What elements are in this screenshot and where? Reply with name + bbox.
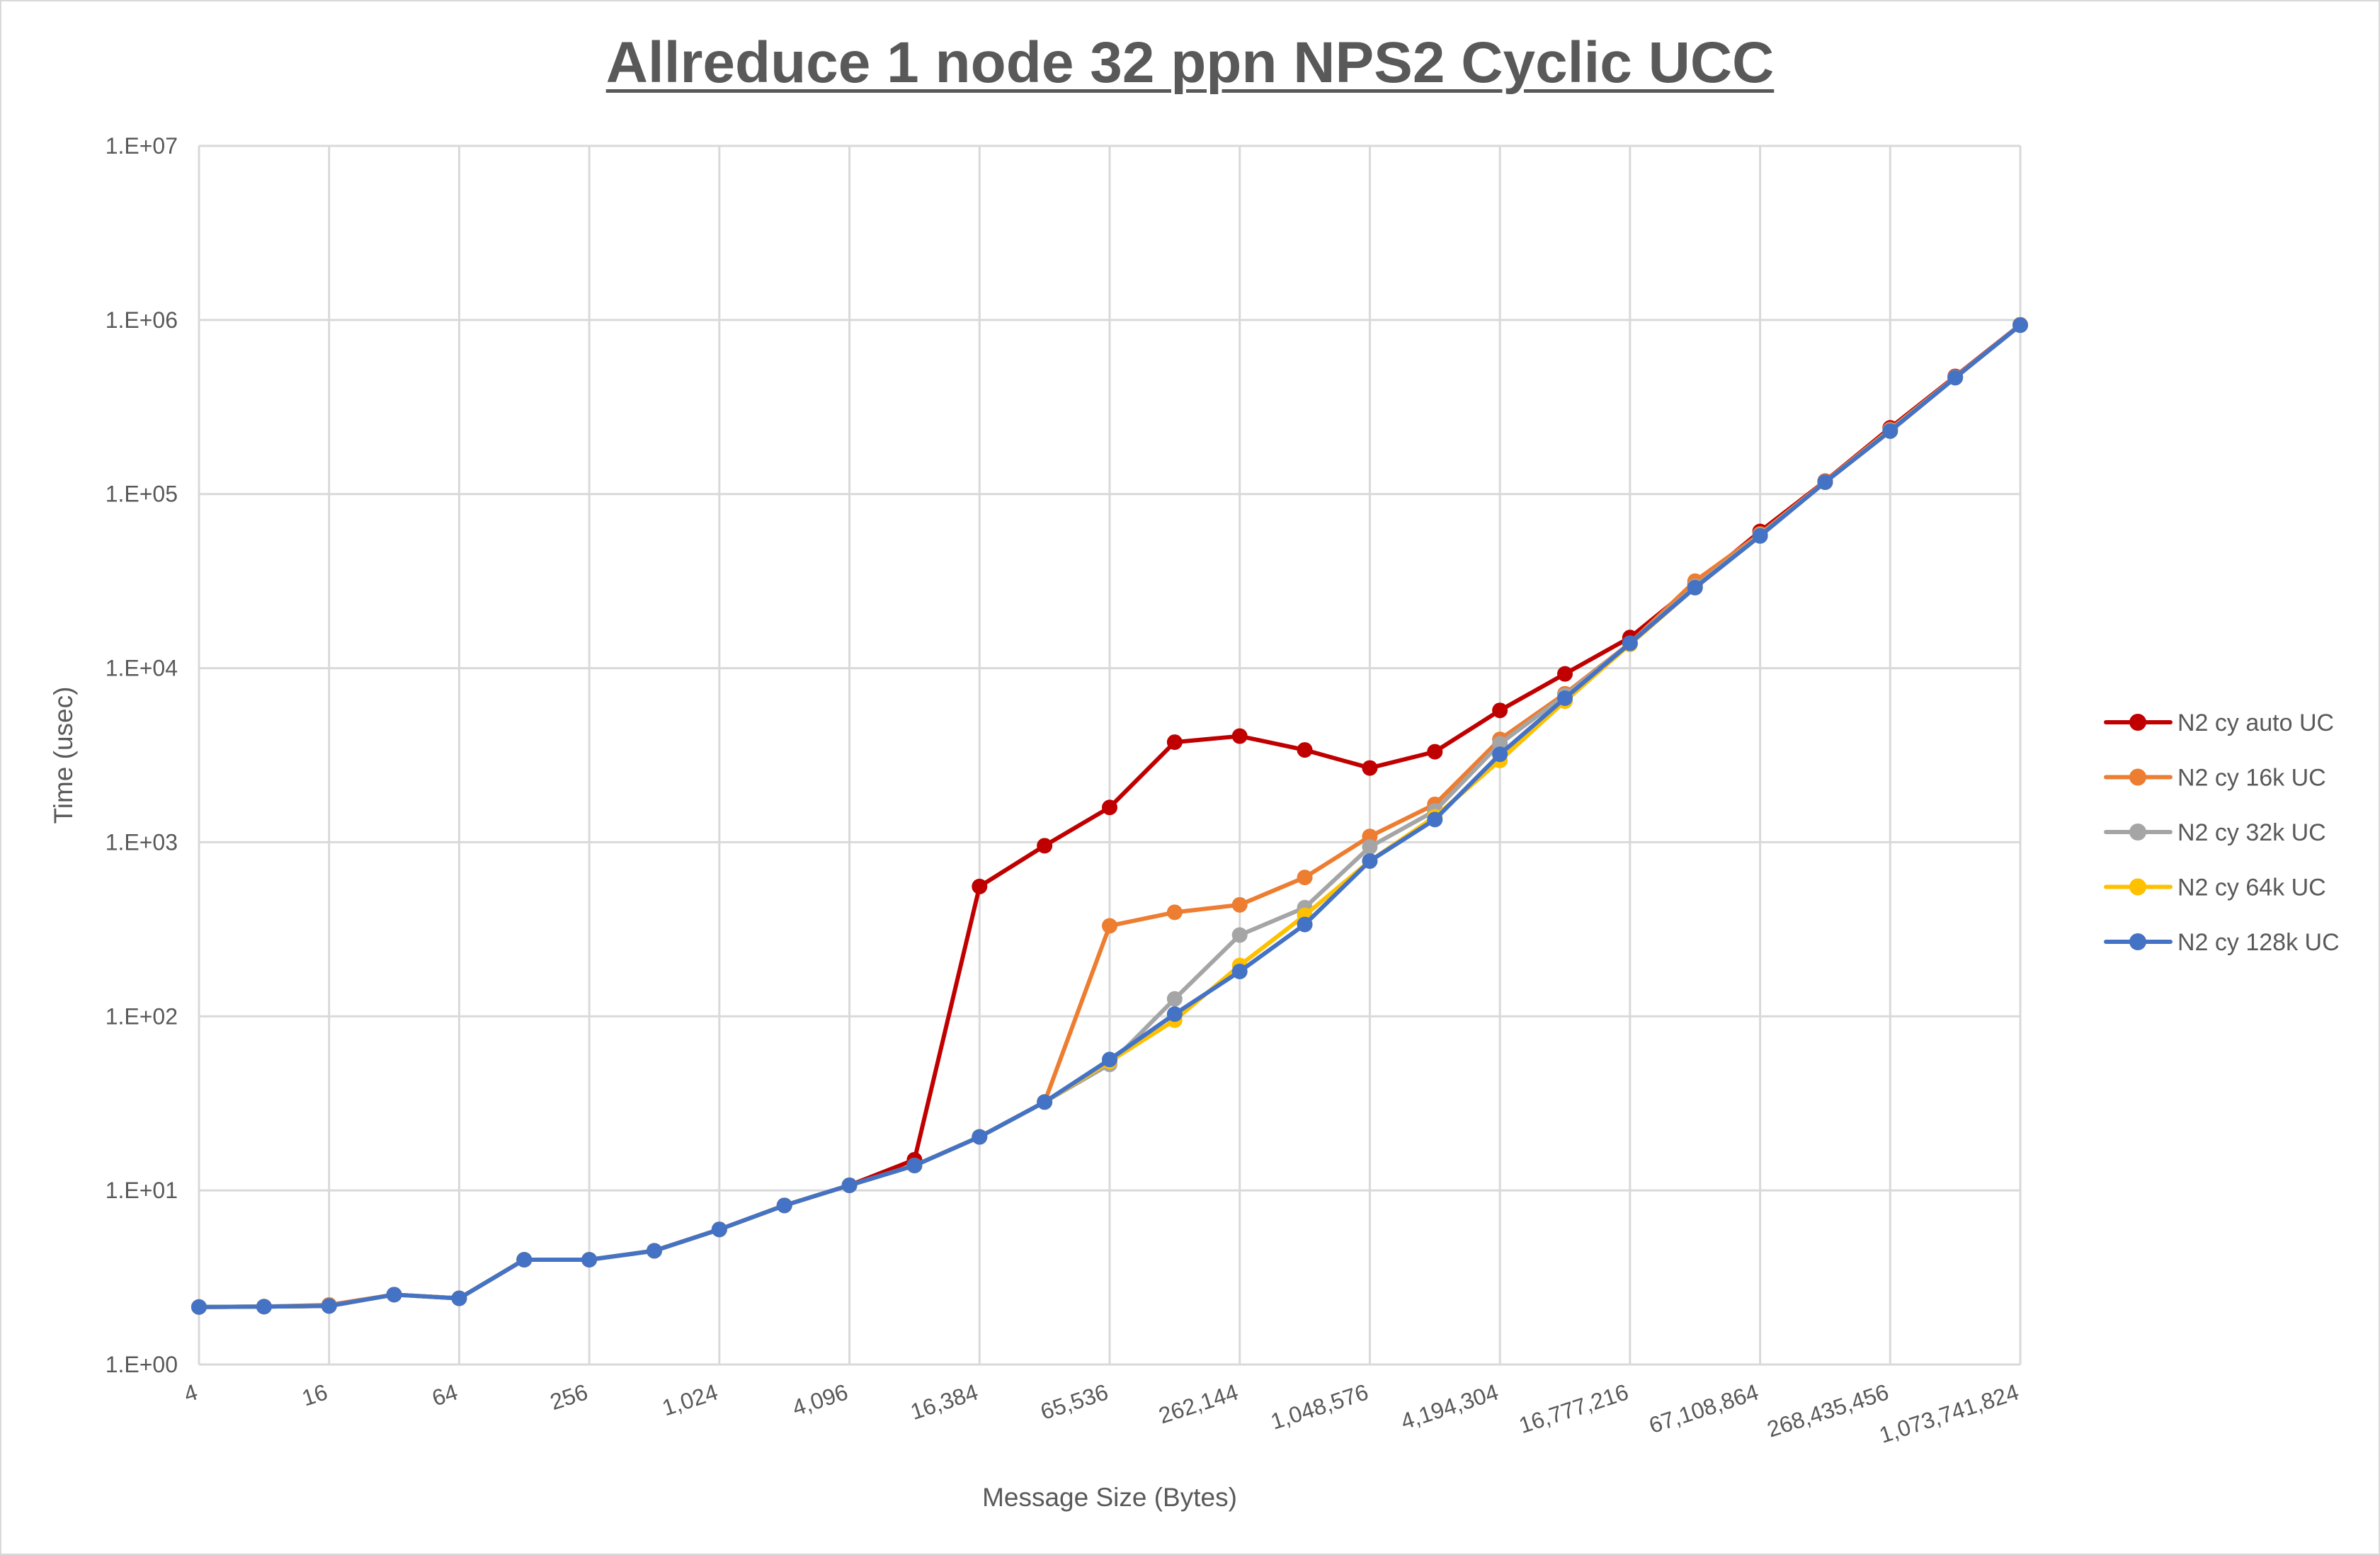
x-tick-label: 16 <box>299 1379 331 1411</box>
data-point-4 <box>1297 916 1313 933</box>
data-point-0 <box>1297 742 1313 758</box>
data-point-0 <box>1166 734 1183 751</box>
legend-marker-4 <box>2129 933 2146 950</box>
y-tick-label: 1.E+02 <box>106 1003 178 1029</box>
data-point-4 <box>647 1243 662 1259</box>
legend-marker-0 <box>2129 714 2146 731</box>
data-point-0 <box>1557 666 1573 682</box>
data-point-4 <box>321 1298 337 1314</box>
data-point-4 <box>972 1129 988 1145</box>
data-point-1 <box>1102 918 1117 934</box>
x-tick-label: 4,194,304 <box>1398 1379 1502 1434</box>
x-tick-label: 67,108,864 <box>1646 1379 1761 1438</box>
data-point-4 <box>1752 528 1768 544</box>
data-point-4 <box>776 1197 792 1214</box>
data-point-4 <box>1622 635 1638 651</box>
data-point-2 <box>1362 839 1378 855</box>
legend-label: N2 cy 128k UC <box>2177 929 2340 956</box>
data-point-0 <box>1231 728 1248 744</box>
data-point-4 <box>1492 746 1508 763</box>
data-point-0 <box>1037 838 1053 854</box>
data-point-4 <box>841 1177 858 1193</box>
legend-marker-1 <box>2129 768 2146 786</box>
data-point-4 <box>1037 1094 1053 1110</box>
data-point-4 <box>1166 1006 1183 1023</box>
data-point-4 <box>1557 690 1573 707</box>
x-tick-label: 64 <box>429 1379 461 1411</box>
data-point-4 <box>1102 1052 1117 1068</box>
data-point-2 <box>1231 927 1248 943</box>
x-tick-label: 268,435,456 <box>1764 1379 1891 1442</box>
legend-label: N2 cy 16k UC <box>2177 765 2326 792</box>
data-point-4 <box>711 1221 727 1238</box>
data-point-4 <box>1427 811 1443 828</box>
x-tick-label: 262,144 <box>1156 1379 1241 1428</box>
data-point-4 <box>906 1157 923 1173</box>
data-point-0 <box>972 878 988 894</box>
data-point-1 <box>1166 904 1183 921</box>
data-point-0 <box>1492 702 1508 719</box>
data-point-4 <box>1882 423 1898 439</box>
data-point-4 <box>516 1251 533 1268</box>
data-point-1 <box>1297 870 1313 886</box>
data-point-4 <box>581 1251 598 1268</box>
x-tick-label: 256 <box>547 1379 591 1415</box>
data-point-4 <box>256 1299 272 1315</box>
x-tick-label: 16,384 <box>907 1379 981 1424</box>
x-tick-label: 4 <box>181 1379 200 1407</box>
data-point-1 <box>1231 896 1248 913</box>
data-point-4 <box>451 1290 467 1306</box>
data-point-4 <box>1687 579 1703 596</box>
y-tick-label: 1.E+06 <box>106 307 178 333</box>
data-point-0 <box>1362 760 1378 776</box>
data-point-4 <box>2012 317 2028 334</box>
x-tick-label: 16,777,216 <box>1516 1379 1632 1438</box>
data-point-0 <box>1427 744 1443 760</box>
legend-marker-2 <box>2129 824 2146 841</box>
data-point-4 <box>386 1287 402 1303</box>
legend-label: N2 cy 64k UC <box>2177 875 2326 901</box>
data-point-4 <box>1231 963 1248 979</box>
x-tick-label: 4,096 <box>789 1379 850 1420</box>
chart-title: Allreduce 1 node 32 ppn NPS2 Cyclic UCC <box>605 30 1775 95</box>
x-tick-label: 1,073,741,824 <box>1876 1379 2022 1447</box>
y-tick-label: 1.E+01 <box>106 1178 178 1203</box>
x-tick-label: 1,048,576 <box>1268 1379 1372 1434</box>
y-tick-label: 1.E+04 <box>106 656 178 681</box>
y-axis-title: Time (usec) <box>49 687 78 824</box>
legend-label: N2 cy 32k UC <box>2177 819 2326 846</box>
data-point-0 <box>1102 799 1117 816</box>
x-tick-label: 65,536 <box>1037 1379 1111 1424</box>
data-point-4 <box>1817 474 1833 490</box>
data-point-4 <box>1947 370 1964 386</box>
y-tick-label: 1.E+07 <box>106 133 178 159</box>
y-tick-label: 1.E+03 <box>106 829 178 855</box>
data-point-4 <box>1362 853 1378 869</box>
x-axis-title: Message Size (Bytes) <box>982 1483 1237 1512</box>
y-tick-label: 1.E+05 <box>106 482 178 507</box>
legend-marker-3 <box>2129 878 2146 896</box>
y-tick-label: 1.E+00 <box>106 1352 178 1377</box>
data-point-2 <box>1166 991 1183 1007</box>
data-point-4 <box>191 1299 207 1315</box>
legend-label: N2 cy auto UC <box>2177 710 2334 736</box>
x-tick-label: 1,024 <box>659 1379 721 1420</box>
